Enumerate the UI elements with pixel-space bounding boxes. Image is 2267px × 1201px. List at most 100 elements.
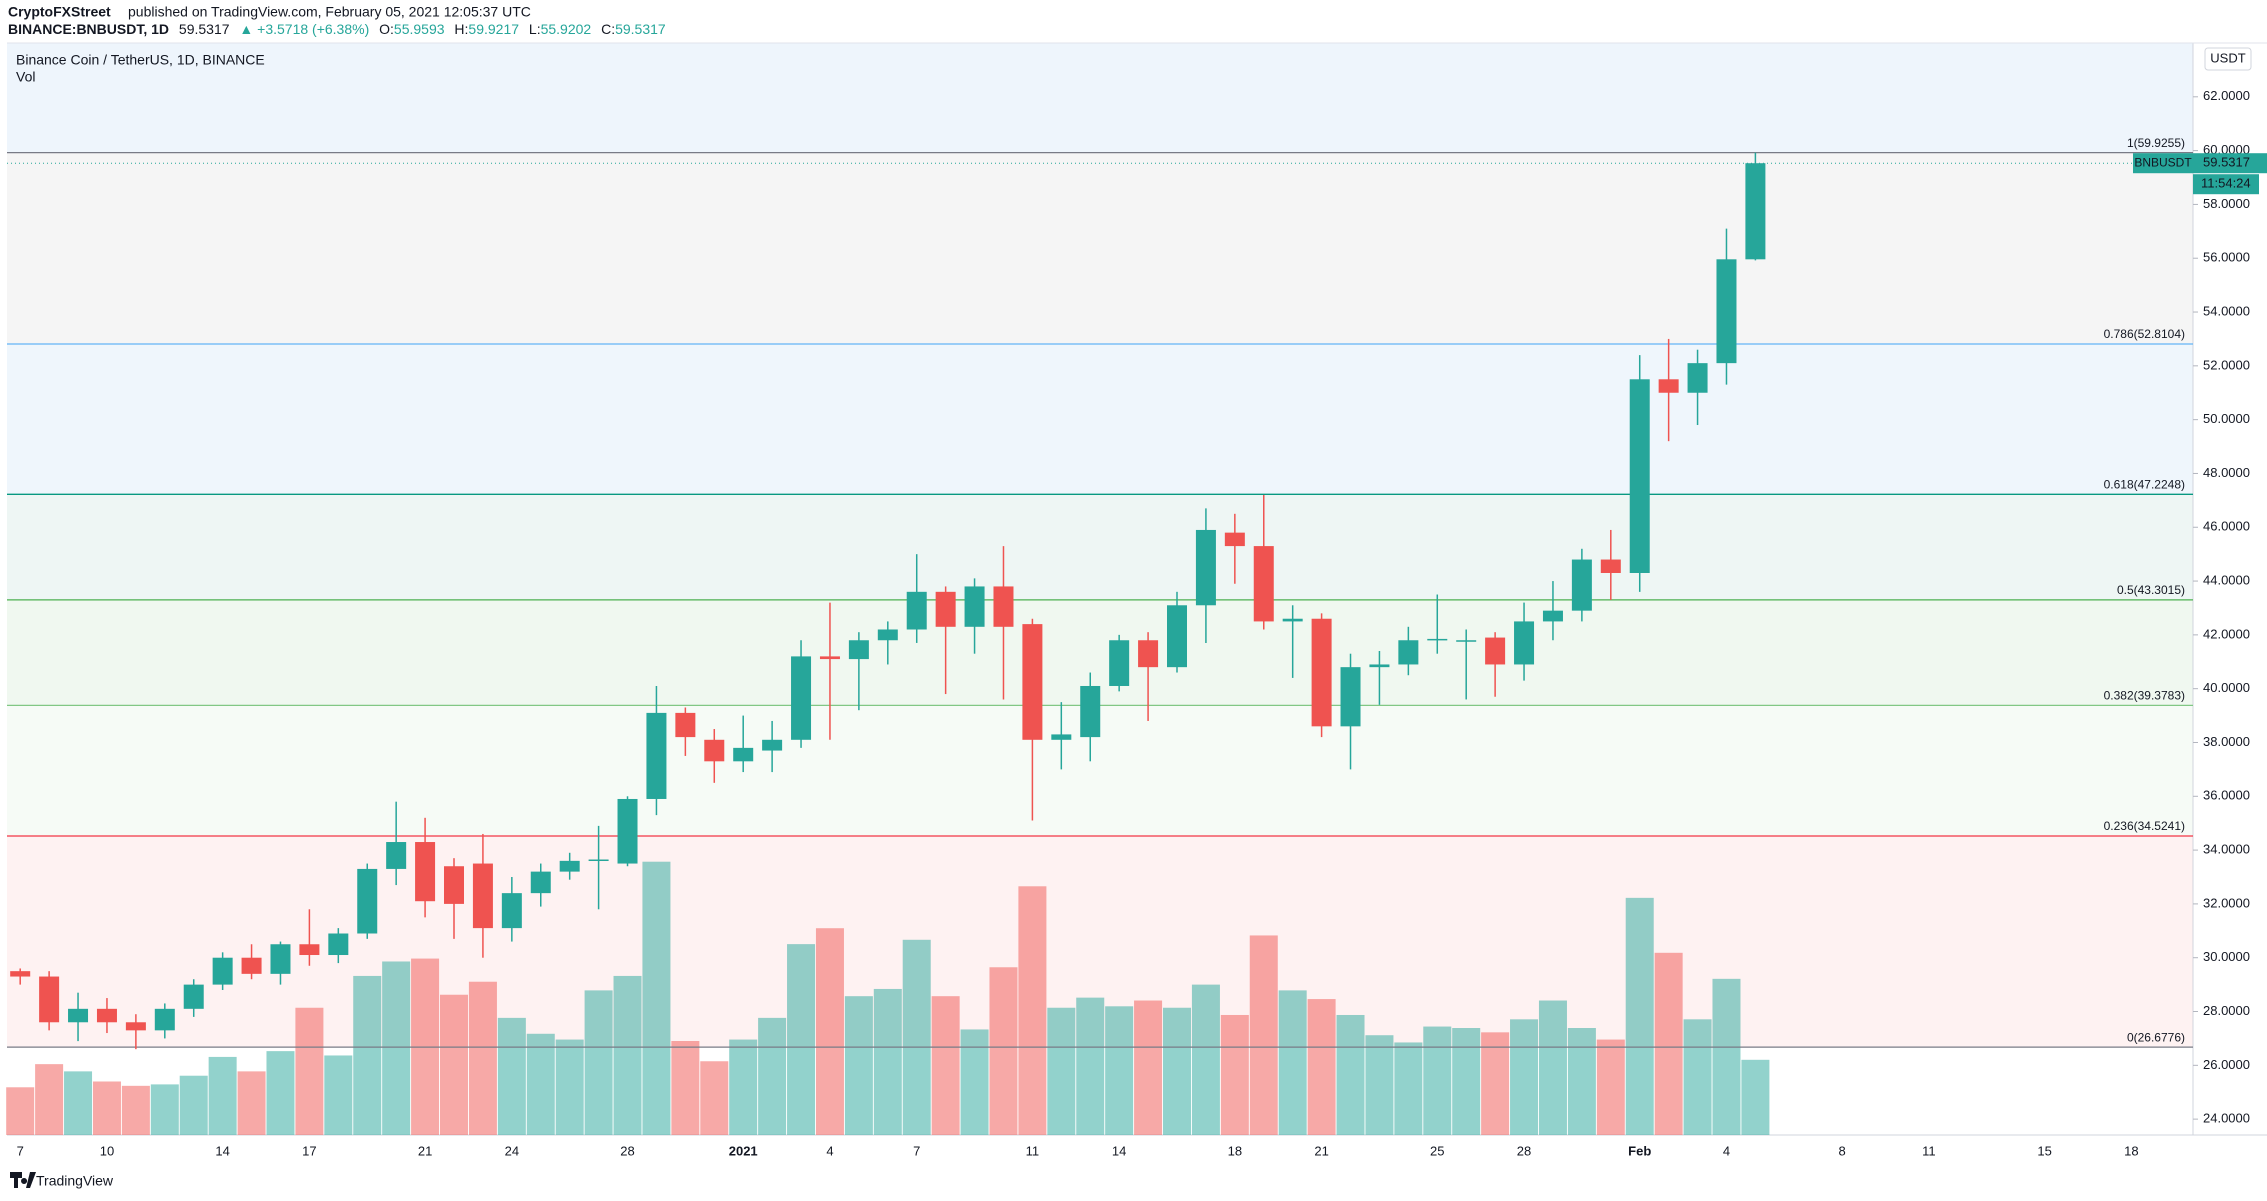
y-tick-label: 54.0000 — [2203, 303, 2250, 318]
fib-label: 0(26.6776) — [2127, 1030, 2185, 1044]
volume-bar — [758, 1017, 787, 1135]
y-tick-label: 38.0000 — [2203, 734, 2250, 749]
chart-title: Binance Coin / TetherUS, 1D, BINANCE — [16, 52, 265, 68]
x-tick-label: Feb — [1628, 1143, 1651, 1158]
x-tick-label: 8 — [1839, 1143, 1846, 1158]
fib-band — [7, 344, 2193, 495]
volume-bar — [1741, 1059, 1770, 1135]
volume-bar — [295, 1007, 324, 1135]
y-tick-label: 62.0000 — [2203, 88, 2250, 103]
logo-icon — [10, 1172, 36, 1188]
y-tick-label: 58.0000 — [2203, 196, 2250, 211]
fib-label: 0.236(34.5241) — [2104, 819, 2185, 833]
x-tick-label: 24 — [505, 1143, 519, 1158]
candle-body — [964, 586, 985, 627]
volume-bar — [1510, 1019, 1539, 1135]
candle-body — [1745, 163, 1766, 260]
x-tick-label: 11 — [1922, 1143, 1936, 1158]
volume-bar — [671, 1041, 700, 1135]
candle-body — [1716, 259, 1737, 364]
volume-bar — [555, 1039, 584, 1135]
x-tick-label: 28 — [1517, 1143, 1531, 1158]
candle-body — [1022, 624, 1043, 740]
y-tick-label: 56.0000 — [2203, 250, 2250, 265]
x-tick-label: 7 — [17, 1143, 24, 1158]
volume-bar — [1018, 886, 1047, 1135]
volume-bar — [787, 944, 816, 1135]
volume-bar — [324, 1055, 353, 1135]
candle-body — [1571, 559, 1592, 611]
candle-body — [588, 859, 609, 862]
volume-bar — [1712, 978, 1741, 1135]
volume-bar — [873, 988, 902, 1135]
footer-logo: TradingView — [10, 1172, 114, 1189]
candle-body — [1167, 605, 1187, 668]
candle-body — [935, 591, 956, 627]
y-tick-label: 32.0000 — [2203, 895, 2250, 910]
volume-bar — [844, 996, 873, 1135]
volume-bar — [1191, 984, 1220, 1135]
y-tick-label: 44.0000 — [2203, 573, 2250, 588]
volume-bar — [1163, 1007, 1191, 1135]
header-open: 55.9593 — [394, 21, 445, 37]
volume-bar — [1452, 1027, 1481, 1135]
volume-bar — [1076, 997, 1105, 1135]
currency-box — [2204, 47, 2252, 71]
y-tick-label: 40.0000 — [2203, 680, 2250, 695]
volume-bar — [1394, 1042, 1423, 1135]
volume-bar — [208, 1056, 237, 1135]
header-c-label: C: — [601, 21, 615, 37]
last-price-tag — [2193, 153, 2267, 174]
last-price-name-box — [2133, 153, 2193, 174]
volume-bar — [1047, 1007, 1076, 1135]
volume-bar — [121, 1085, 150, 1135]
volume-bar — [382, 961, 411, 1135]
candle-body — [472, 863, 493, 929]
x-tick-label: 21 — [418, 1143, 432, 1158]
candle-body — [819, 656, 840, 660]
volume-bar — [92, 1081, 121, 1135]
candle-body — [1658, 379, 1679, 393]
candle-body — [1600, 559, 1621, 573]
currency: USDT — [2210, 50, 2245, 65]
candle-body — [270, 944, 291, 974]
fib-band — [7, 494, 2193, 600]
candle-body — [1369, 664, 1390, 668]
volume-bar — [902, 939, 931, 1135]
candle-body — [183, 984, 204, 1009]
x-tick-label: 10 — [100, 1143, 114, 1158]
candle-body — [1080, 685, 1101, 738]
candle-body — [1687, 363, 1708, 393]
x-tick-label: 7 — [913, 1143, 920, 1158]
candle-body — [704, 739, 725, 762]
volume-bar — [150, 1084, 179, 1135]
candle-body — [328, 933, 349, 956]
candle-body — [299, 944, 320, 956]
candle-body — [1138, 640, 1159, 668]
y-tick-label: 52.0000 — [2203, 357, 2250, 372]
header-h-label: H: — [454, 21, 468, 37]
volume-bar — [1683, 1019, 1712, 1135]
candle-body — [68, 1008, 89, 1023]
candle-body — [906, 591, 927, 630]
volume-bar — [642, 861, 671, 1135]
volume-bar — [237, 1071, 266, 1135]
y-tick-label: 48.0000 — [2203, 465, 2250, 480]
volume-bar — [353, 975, 382, 1135]
countdown: 11:54:24 — [2201, 176, 2251, 191]
candle-body — [1195, 529, 1216, 606]
candle-body — [1282, 618, 1303, 622]
y-tick-label: 34.0000 — [2203, 842, 2250, 857]
volume-bar — [815, 928, 844, 1135]
background — [7, 42, 2267, 1136]
candle-body — [1629, 379, 1650, 573]
candle-body — [733, 747, 754, 762]
candle-body — [1427, 638, 1448, 641]
y-tick-label: 50.0000 — [2203, 411, 2250, 426]
header-change: ▲ +3.5718 (+6.38%) — [239, 21, 369, 37]
candle-body — [1340, 667, 1361, 727]
volume-bar — [35, 1064, 64, 1135]
candle-body — [386, 842, 407, 869]
candle-body — [617, 798, 638, 864]
volume-bar — [64, 1071, 93, 1135]
